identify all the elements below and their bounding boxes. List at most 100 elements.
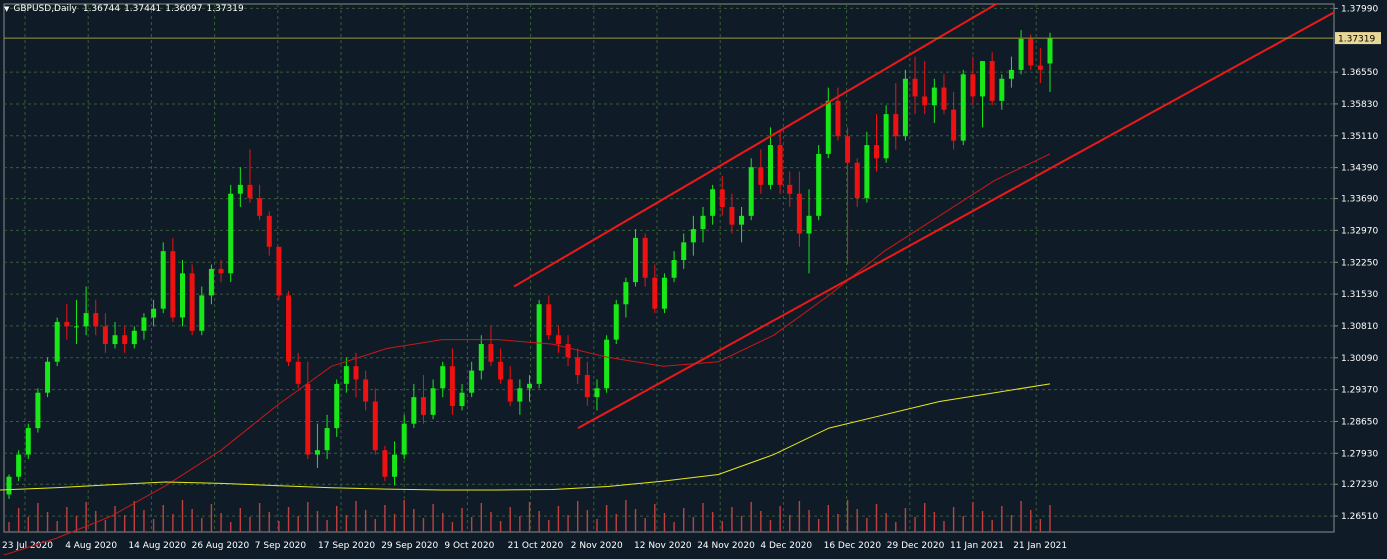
candle-body [690, 229, 696, 243]
x-tick-label: 4 Aug 2020 [65, 541, 117, 551]
candle-body [266, 215, 272, 247]
candle-body [363, 379, 369, 402]
candle-body [661, 277, 667, 309]
candle-body [748, 167, 754, 216]
candle-body [893, 114, 899, 137]
candle-body [633, 237, 639, 283]
channel-lower-line [577, 11, 1335, 429]
ma-slow-line [0, 383, 1051, 491]
candle-body [1018, 38, 1024, 70]
close-value: 1.37319 [206, 4, 244, 14]
candle-body [35, 392, 41, 429]
candle-body [334, 383, 340, 429]
candle-body [796, 193, 802, 234]
candle-body [83, 313, 89, 327]
x-tick-label: 14 Aug 2020 [128, 541, 186, 551]
candle-body [180, 273, 185, 318]
candle-body [922, 96, 928, 106]
y-tick-label: 1.30810 [1341, 322, 1378, 332]
candle-body [218, 268, 224, 274]
candle-body [189, 273, 195, 331]
candle-body [73, 326, 79, 328]
current-price-tag [1335, 32, 1381, 45]
candle-body [594, 388, 600, 398]
candle-body [449, 366, 455, 406]
candle-body [999, 78, 1005, 101]
candle-body [854, 162, 860, 199]
candle-body [825, 100, 831, 154]
x-tick-label: 23 Jul 2020 [2, 541, 53, 551]
candle-body [941, 87, 947, 110]
candle-body [700, 215, 706, 230]
candle-body [806, 215, 812, 234]
candle-body [517, 388, 523, 402]
candle-body [931, 87, 937, 106]
x-tick-label: 9 Oct 2020 [444, 541, 494, 551]
y-tick-label: 1.33690 [1341, 195, 1378, 205]
open-value: 1.36744 [82, 4, 121, 14]
x-tick-label: 16 Dec 2020 [824, 541, 882, 551]
candle-body [228, 193, 234, 274]
candle-body [546, 304, 552, 336]
candle-body [420, 397, 426, 415]
candle-body [613, 304, 619, 340]
x-tick-label: 21 Jan 2021 [1013, 541, 1067, 551]
candle-body [951, 109, 957, 141]
dropdown-triangle-icon[interactable]: ▼ [4, 5, 10, 13]
candle-body [372, 401, 378, 451]
candle-body [488, 344, 494, 362]
candle-body [912, 78, 918, 97]
x-tick-label: 21 Oct 2020 [508, 541, 564, 551]
candle-body [902, 78, 908, 137]
x-tick-label: 11 Jan 2021 [950, 541, 1004, 551]
candle-body [170, 251, 176, 318]
candle-body [93, 313, 99, 327]
channel-upper-line [513, 2, 998, 288]
candle-body [295, 361, 301, 384]
candle-body [353, 366, 359, 380]
candle-body [102, 326, 108, 345]
candle-body [989, 61, 995, 101]
y-tick-label: 1.31530 [1341, 290, 1378, 300]
candle-body [527, 383, 532, 389]
candle-body [276, 246, 282, 296]
candle-body [469, 370, 475, 393]
candle-body [208, 268, 214, 296]
candle-body [343, 366, 349, 384]
candle-body [237, 184, 243, 194]
candle-body [729, 206, 735, 225]
candle-body [787, 184, 793, 194]
candle-body [845, 136, 851, 163]
high-value: 1.37441 [124, 4, 162, 14]
y-tick-label: 1.27230 [1341, 480, 1378, 490]
candle-body [6, 476, 12, 495]
candle-body [710, 189, 716, 216]
candle-body [575, 357, 581, 376]
chart-header: ▼ GBPUSD,Daily 1.36744 1.37441 1.36097 1.3731… [4, 4, 248, 14]
candle-body [642, 237, 648, 278]
candle-body [671, 260, 677, 278]
candle-body [835, 100, 841, 137]
x-tick-label: 29 Dec 2020 [887, 541, 945, 551]
candle-body [16, 454, 22, 477]
candle-body [777, 145, 783, 185]
candle-body [652, 277, 658, 309]
candle-body [970, 74, 976, 97]
candle-body [64, 321, 70, 327]
candle-body [565, 344, 571, 358]
x-tick-label: 17 Sep 2020 [318, 541, 375, 551]
candle-body [739, 215, 745, 225]
candle-body [864, 145, 870, 199]
candle-body [160, 251, 166, 309]
candle-body [257, 198, 263, 216]
candle-body [960, 74, 966, 141]
candle-body [536, 304, 542, 384]
candle-body [1008, 69, 1014, 79]
candle-body [324, 428, 330, 451]
candle-body [1047, 38, 1053, 64]
candle-body [305, 383, 311, 455]
y-tick-label: 1.30090 [1341, 354, 1378, 364]
candle-body [314, 450, 320, 455]
